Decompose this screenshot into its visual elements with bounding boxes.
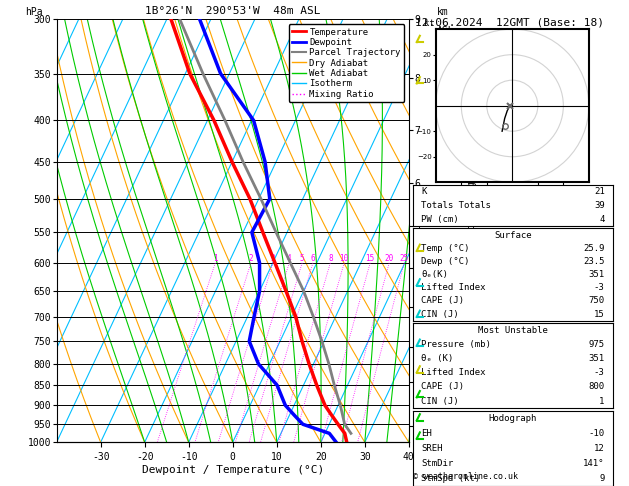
Text: 20: 20: [384, 254, 394, 263]
Text: 25.9: 25.9: [583, 243, 604, 253]
Text: 15: 15: [365, 254, 375, 263]
Text: 23.5: 23.5: [583, 257, 604, 266]
Text: CAPE (J): CAPE (J): [421, 382, 464, 392]
Text: 4: 4: [287, 254, 291, 263]
Text: 975: 975: [589, 340, 604, 349]
Text: θₑ(K): θₑ(K): [421, 270, 448, 279]
Text: CIN (J): CIN (J): [421, 397, 459, 406]
Text: StmDir: StmDir: [421, 459, 454, 468]
Text: 6: 6: [311, 254, 315, 263]
Text: Surface: Surface: [494, 230, 532, 240]
Text: Totals Totals: Totals Totals: [421, 201, 491, 210]
Text: kt: kt: [423, 19, 434, 28]
Text: -3: -3: [594, 283, 604, 292]
Text: 12: 12: [594, 444, 604, 453]
Text: Hodograph: Hodograph: [489, 414, 537, 423]
Text: 5: 5: [300, 254, 304, 263]
Text: 9: 9: [599, 474, 604, 483]
Text: 1: 1: [213, 254, 218, 263]
Text: SREH: SREH: [421, 444, 443, 453]
Text: Pressure (mb): Pressure (mb): [421, 340, 491, 349]
Text: StmSpd (kt): StmSpd (kt): [421, 474, 481, 483]
Text: 351: 351: [589, 354, 604, 363]
Text: 8: 8: [328, 254, 333, 263]
Text: 10: 10: [340, 254, 349, 263]
Title: 1B°26'N  290°53'W  48m ASL: 1B°26'N 290°53'W 48m ASL: [145, 6, 321, 16]
Text: K: K: [421, 187, 426, 196]
Text: 351: 351: [589, 270, 604, 279]
Text: CIN (J): CIN (J): [421, 310, 459, 319]
Text: EH: EH: [421, 429, 432, 438]
Text: Mixing Ratio (g/kg): Mixing Ratio (g/kg): [467, 175, 477, 287]
Text: hPa: hPa: [25, 7, 43, 17]
Text: LCL: LCL: [413, 421, 428, 431]
Text: Temp (°C): Temp (°C): [421, 243, 470, 253]
X-axis label: Dewpoint / Temperature (°C): Dewpoint / Temperature (°C): [142, 465, 324, 475]
Text: Dewp (°C): Dewp (°C): [421, 257, 470, 266]
Text: km: km: [437, 7, 448, 17]
Text: 141°: 141°: [583, 459, 604, 468]
Text: 39: 39: [594, 201, 604, 210]
Text: 25: 25: [399, 254, 409, 263]
Legend: Temperature, Dewpoint, Parcel Trajectory, Dry Adiabat, Wet Adiabat, Isotherm, Mi: Temperature, Dewpoint, Parcel Trajectory…: [289, 24, 404, 102]
Text: θₑ (K): θₑ (K): [421, 354, 454, 363]
Text: Lifted Index: Lifted Index: [421, 283, 486, 292]
Text: CAPE (J): CAPE (J): [421, 296, 464, 306]
Text: 12.06.2024  12GMT (Base: 18): 12.06.2024 12GMT (Base: 18): [415, 17, 604, 27]
Text: 2: 2: [248, 254, 253, 263]
Text: 15: 15: [594, 310, 604, 319]
Text: 800: 800: [589, 382, 604, 392]
Text: 21: 21: [594, 187, 604, 196]
Text: Most Unstable: Most Unstable: [478, 326, 548, 335]
Text: 750: 750: [589, 296, 604, 306]
Text: -10: -10: [589, 429, 604, 438]
Text: Lifted Index: Lifted Index: [421, 368, 486, 377]
Text: -3: -3: [594, 368, 604, 377]
Text: 3: 3: [270, 254, 276, 263]
Text: 4: 4: [599, 215, 604, 224]
Text: ASL: ASL: [437, 26, 455, 36]
Text: © weatheronline.co.uk: © weatheronline.co.uk: [413, 472, 518, 481]
Text: 1: 1: [599, 397, 604, 406]
Text: PW (cm): PW (cm): [421, 215, 459, 224]
